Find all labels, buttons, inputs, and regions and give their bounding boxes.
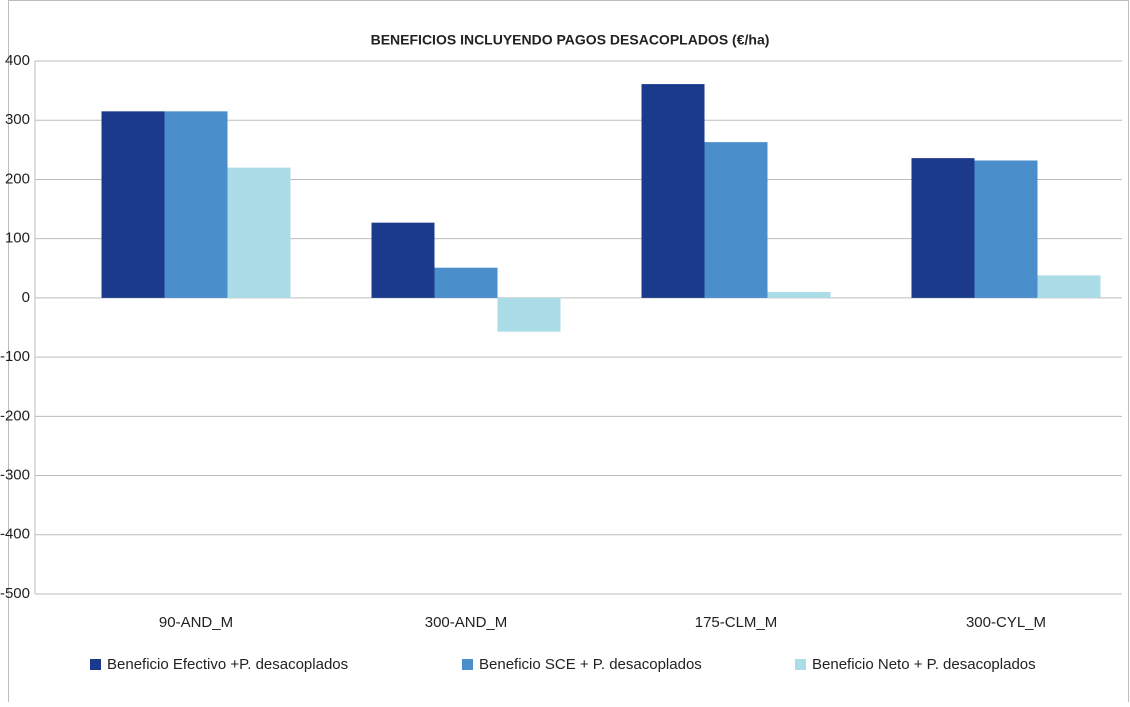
- chart-title: BENEFICIOS INCLUYENDO PAGOS DESACOPLADOS…: [371, 32, 770, 48]
- bar: [497, 297, 561, 332]
- y-tick-label: 100: [5, 230, 30, 247]
- x-tick-label: 300-AND_M: [425, 614, 508, 631]
- legend-label: Beneficio Neto + P. desacoplados: [812, 656, 1036, 673]
- y-tick-label: -500: [0, 585, 30, 602]
- bar: [974, 160, 1038, 298]
- legend-label: Beneficio Efectivo +P. desacoplados: [107, 656, 348, 673]
- y-tick-label: -200: [0, 407, 30, 424]
- bar: [704, 142, 768, 298]
- legend-swatch: [462, 659, 473, 670]
- x-tick-label: 90-AND_M: [159, 614, 233, 631]
- y-tick-label: 400: [5, 52, 30, 69]
- bar: [641, 84, 705, 298]
- bar: [911, 158, 975, 298]
- y-tick-label: -400: [0, 526, 30, 543]
- x-tick-label: 175-CLM_M: [695, 614, 778, 631]
- legend-swatch: [795, 659, 806, 670]
- y-tick-label: 300: [5, 111, 30, 128]
- y-tick-label: 0: [22, 289, 30, 306]
- bar: [767, 291, 831, 298]
- chart-border: [8, 0, 1129, 707]
- y-tick-label: 200: [5, 170, 30, 187]
- bar: [164, 111, 228, 298]
- bar: [434, 267, 498, 298]
- y-tick-label: -100: [0, 348, 30, 365]
- bar: [101, 111, 165, 298]
- y-tick-label: -300: [0, 467, 30, 484]
- legend-label: Beneficio SCE + P. desacoplados: [479, 656, 702, 673]
- legend-swatch: [90, 659, 101, 670]
- bar: [371, 222, 435, 298]
- x-tick-label: 300-CYL_M: [966, 614, 1046, 631]
- bar: [227, 167, 291, 298]
- bar: [1037, 275, 1101, 298]
